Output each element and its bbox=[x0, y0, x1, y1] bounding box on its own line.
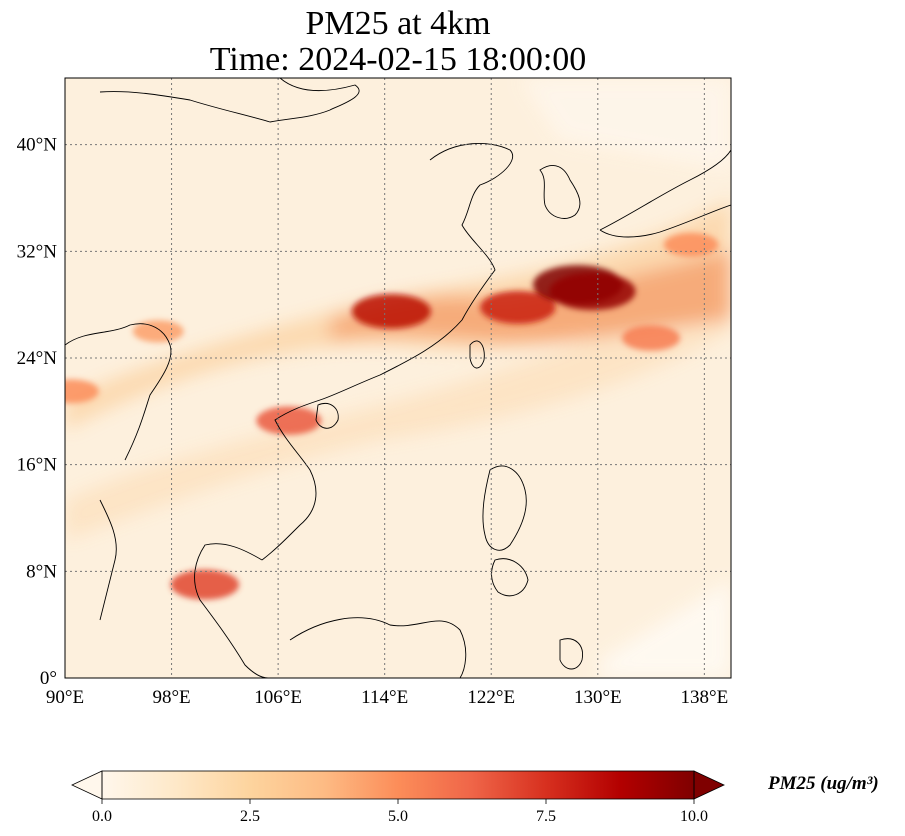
colorbar-ticks: 0.0 2.5 5.0 7.5 10.0 bbox=[92, 799, 708, 825]
map-title: PM25 at 4km bbox=[305, 5, 491, 42]
y-tick-label: 40°N bbox=[17, 135, 58, 156]
hotspot-bangladesh-haze bbox=[65, 379, 99, 404]
y-tick-label: 24°N bbox=[17, 348, 58, 369]
x-tick-label: 130°E bbox=[574, 687, 622, 708]
y-tick-label: 16°N bbox=[17, 455, 58, 476]
hotspot-gulf-tonkin-coast bbox=[256, 406, 322, 435]
hainan-outline bbox=[315, 403, 339, 429]
clean-air-northeast bbox=[520, 78, 731, 170]
pm25-field bbox=[65, 78, 731, 678]
colorbar-min-extension bbox=[71, 770, 103, 800]
hotspot-yangtze-plume bbox=[351, 294, 431, 329]
hotspot-myanmar-haze bbox=[132, 320, 184, 343]
hotspot-north-pacific-band bbox=[663, 232, 719, 257]
x-tick-label: 90°E bbox=[46, 687, 84, 708]
taiwan-outline bbox=[469, 340, 485, 369]
china-east-coast bbox=[319, 142, 513, 401]
y-axis-ticks: 0° 8°N 16°N 24°N 32°N 40°N bbox=[17, 135, 58, 689]
y-tick-label: 32°N bbox=[17, 241, 58, 262]
plume-band-south bbox=[65, 260, 731, 540]
x-tick-label: 106°E bbox=[254, 687, 302, 708]
colorbar-tick-label: 0.0 bbox=[92, 808, 112, 825]
hotspot-ryukyu-hotspot bbox=[549, 272, 636, 311]
colorbar-tick-label: 7.5 bbox=[536, 808, 556, 825]
y-tick-label: 0° bbox=[40, 668, 57, 689]
map-frame bbox=[64, 77, 732, 679]
vietnam-coast bbox=[261, 399, 321, 561]
andaman-coast bbox=[99, 499, 117, 621]
colorbar-tick-label: 10.0 bbox=[680, 808, 708, 825]
luzon-outline bbox=[482, 465, 527, 551]
coastlines bbox=[65, 78, 731, 678]
mindanao-outline bbox=[491, 558, 529, 597]
sulawesi-outline bbox=[559, 638, 583, 670]
borneo-coast bbox=[289, 617, 467, 678]
x-tick-label: 138°E bbox=[681, 687, 729, 708]
colorbar: 0.0 2.5 5.0 7.5 10.0 bbox=[71, 770, 725, 825]
y-tick-label: 8°N bbox=[26, 561, 57, 582]
x-tick-label: 114°E bbox=[361, 687, 408, 708]
colorbar-max-extension bbox=[693, 770, 725, 800]
x-tick-label: 98°E bbox=[152, 687, 190, 708]
malay-peninsula bbox=[194, 543, 269, 678]
x-axis-ticks: 90°E 98°E 106°E 114°E 122°E 130°E 138°E bbox=[46, 687, 728, 708]
korea-peninsula bbox=[539, 165, 581, 219]
hotspot-malay-peninsula-spot bbox=[170, 569, 240, 600]
hotspot-east-china-sea-plume bbox=[480, 290, 556, 324]
colorbar-gradient bbox=[102, 771, 694, 799]
japan-coast bbox=[599, 149, 731, 238]
clean-air-southeast bbox=[600, 580, 731, 678]
colorbar-label: PM25 (ug/m³) bbox=[768, 773, 879, 794]
map-subtitle-time: Time: 2024-02-15 18:00:00 bbox=[209, 41, 587, 78]
colorbar-tick-label: 2.5 bbox=[240, 808, 260, 825]
myanmar-border bbox=[65, 323, 172, 461]
mongolia-border bbox=[99, 78, 360, 123]
colorbar-tick-label: 5.0 bbox=[388, 808, 408, 825]
x-tick-label: 122°E bbox=[467, 687, 515, 708]
hotspot-pacific-band bbox=[622, 325, 681, 351]
